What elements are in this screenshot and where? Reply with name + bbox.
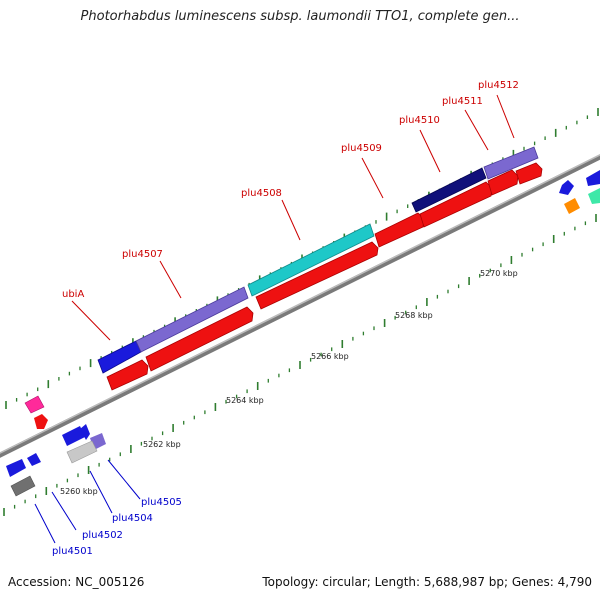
accession-text: Accession: NC_005126 [8,575,145,589]
scale-label: 5260 kbp [60,487,98,496]
gene-arrow[interactable] [62,426,85,446]
gene-arrow[interactable] [487,169,519,196]
edge-genes-left [24,395,48,429]
reverse-genes [6,424,106,497]
gene-plu4501[interactable] [10,475,36,497]
gene-arrow[interactable] [145,306,254,372]
edge-genes-right [559,170,600,214]
backbone [0,154,600,458]
gene-arrow[interactable] [255,241,379,310]
gene-plu4510[interactable] [411,167,487,213]
scale-label: 5262 kbp [143,440,181,449]
gene-label-plu4507: plu4507 [122,249,163,260]
ruler-inner [3,214,597,516]
scale-label: 5266 kbp [311,352,349,361]
gene-label-plu4502: plu4502 [82,530,123,541]
gene-arrow[interactable] [34,414,48,429]
gene-plu4504[interactable] [66,440,98,464]
gene-arrow[interactable] [106,359,149,391]
gene-label-plu4511: plu4511 [442,96,483,107]
gene-arrow[interactable] [80,424,90,440]
gene-plu4512[interactable] [515,162,543,185]
forward-labels: ubiA plu4507 plu4508 plu4509 plu4510 plu… [62,80,519,300]
gene-plu4507[interactable] [135,286,249,353]
gene-arrow[interactable] [588,188,600,204]
reverse-leaders [34,459,141,544]
scale-label: 5264 kbp [226,396,264,405]
gene-arrow[interactable] [586,170,600,186]
gene-label-plu4510: plu4510 [399,115,440,126]
gene-arrow[interactable] [564,198,580,214]
gene-label-plu4508: plu4508 [241,188,282,199]
map-title: Photorhabdus luminescens subsp. laumondi… [80,9,520,24]
scale-label: 5270 kbp [480,269,518,278]
gene-plu4511[interactable] [483,146,539,180]
topology-text: Topology: circular; Length: 5,688,987 bp… [262,575,592,589]
gene-label-plu4509: plu4509 [341,143,382,154]
forward-leaders [71,94,515,341]
scale-labels: 5260 kbp 5262 kbp 5264 kbp 5266 kbp 5268… [60,269,518,496]
gene-arrow[interactable] [24,395,45,414]
scale-label: 5268 kbp [395,311,433,320]
forward-genes-outer [97,146,539,374]
gene-label-plu4505: plu4505 [141,497,182,508]
gene-label-plu4504: plu4504 [112,513,153,524]
gene-plu4502[interactable] [27,453,41,466]
gene-plu4508[interactable] [247,223,375,297]
reverse-labels: plu4501 plu4502 plu4504 plu4505 [52,497,182,557]
gene-label-ubiA: ubiA [62,289,84,300]
gene-arrow[interactable] [6,459,26,477]
gene-arrow[interactable] [559,180,574,195]
forward-genes-inner [106,162,543,391]
gene-label-plu4512: plu4512 [478,80,519,91]
gene-label-plu4501: plu4501 [52,546,93,557]
gene-plu4509[interactable] [374,212,425,248]
